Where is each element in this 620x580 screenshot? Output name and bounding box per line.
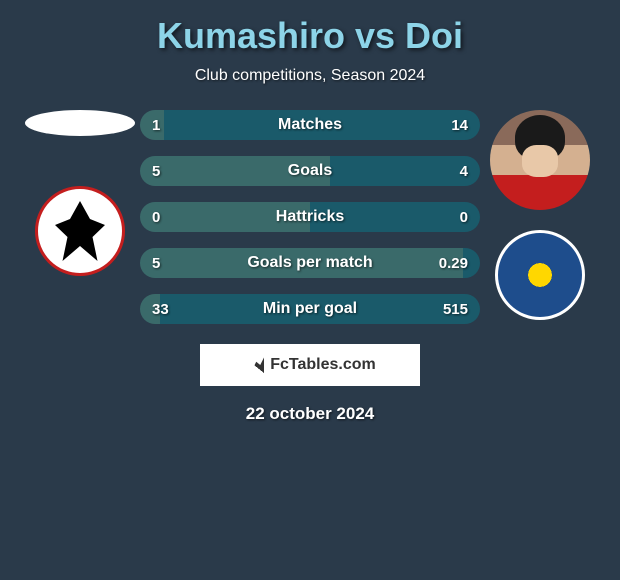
subtitle: Club competitions, Season 2024: [0, 67, 620, 85]
stat-left-value: 5: [152, 163, 160, 180]
stat-label: Min per goal: [263, 300, 357, 318]
stat-right-bar: [330, 156, 480, 186]
stat-left-value: 33: [152, 301, 169, 318]
stat-row: 0 Hattricks 0: [140, 202, 480, 232]
team-logo-left: [35, 186, 125, 276]
stat-label: Goals: [288, 162, 332, 180]
stat-left-value: 0: [152, 209, 160, 226]
comparison-panel: 1 Matches 14 5 Goals 4 0 Hattricks: [0, 110, 620, 324]
page-title: Kumashiro vs Doi: [0, 15, 620, 57]
infographic-container: Kumashiro vs Doi Club competitions, Seas…: [0, 0, 620, 434]
stat-label: Matches: [278, 116, 342, 134]
stat-row: 5 Goals 4: [140, 156, 480, 186]
branding-badge: FcTables.com: [200, 344, 420, 386]
branding-text: FcTables.com: [270, 356, 376, 374]
date-text: 22 october 2024: [0, 404, 620, 424]
stat-right-value: 4: [460, 163, 468, 180]
player-avatar-right: [490, 110, 590, 210]
stat-right-value: 0: [460, 209, 468, 226]
stat-row: 5 Goals per match 0.29: [140, 248, 480, 278]
stat-row: 1 Matches 14: [140, 110, 480, 140]
stat-label: Goals per match: [247, 254, 372, 272]
chart-icon: [244, 357, 264, 373]
team-logo-right: [495, 230, 585, 320]
stat-right-value: 0.29: [439, 255, 468, 272]
stat-right-value: 515: [443, 301, 468, 318]
stat-row: 33 Min per goal 515: [140, 294, 480, 324]
stat-label: Hattricks: [276, 208, 344, 226]
stat-left-value: 5: [152, 255, 160, 272]
stat-left-value: 1: [152, 117, 160, 134]
player-avatar-left: [25, 110, 135, 136]
right-column: [480, 110, 600, 320]
left-column: [20, 110, 140, 276]
stats-list: 1 Matches 14 5 Goals 4 0 Hattricks: [140, 110, 480, 324]
stat-right-value: 14: [451, 117, 468, 134]
